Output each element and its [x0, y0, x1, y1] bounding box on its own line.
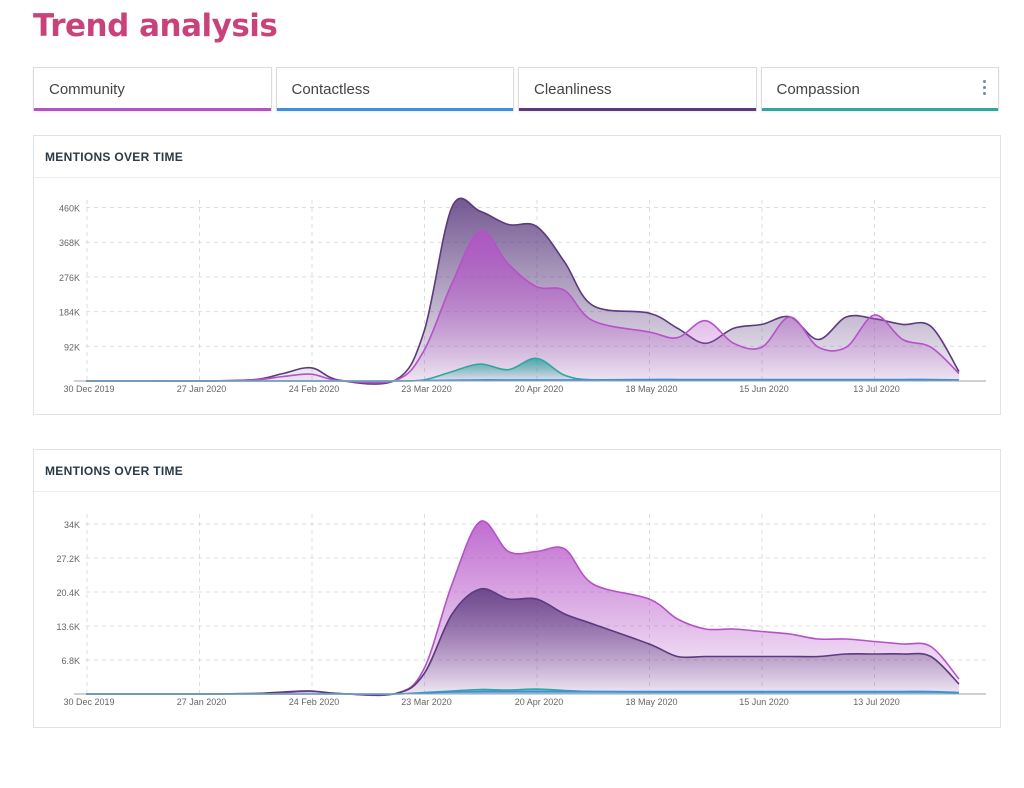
tab-color-bar — [761, 108, 998, 111]
x-tick-label: 20 Apr 2020 — [515, 384, 564, 394]
x-tick-label: 27 Jan 2020 — [177, 697, 227, 707]
y-tick-label: 92K — [64, 342, 80, 352]
mentions-chart-1: 92K 184K 276K 368K 460K 30 Dec 2019 27 Jan 202… — [59, 197, 986, 394]
series-area-cleanliness — [86, 588, 959, 696]
y-tick-label: 27.2K — [56, 554, 80, 564]
topic-tabs: Community Contactless Cleanliness Compas… — [33, 67, 999, 111]
series-area-community — [86, 230, 959, 383]
y-tick-label: 6.8K — [61, 656, 80, 666]
series-line-community — [86, 230, 960, 384]
y-tick-label: 368K — [59, 238, 80, 248]
y-tick-label: 20.4K — [56, 588, 80, 598]
tab-color-bar — [519, 108, 756, 111]
x-tick-label: 13 Jul 2020 — [853, 384, 900, 394]
chart-title: MENTIONS OVER TIME — [45, 149, 184, 164]
tab-color-bar — [34, 108, 271, 111]
x-tick-label: 30 Dec 2019 — [63, 384, 114, 394]
tab-label: Community — [49, 80, 125, 98]
tab-label: Contactless — [291, 80, 370, 98]
tab-label: Cleanliness — [534, 80, 612, 98]
mentions-chart-panel-1: MENTIONS OVER TIME 92K 184K 276K 368K 460K 30… — [33, 135, 1001, 415]
page-title: Trend analysis — [33, 8, 278, 44]
x-tick-label: 18 May 2020 — [625, 384, 677, 394]
x-tick-label: 27 Jan 2020 — [177, 384, 227, 394]
panel-header: MENTIONS OVER TIME — [34, 450, 1000, 492]
series-line-cleanliness — [86, 197, 960, 385]
y-tick-label: 276K — [59, 273, 80, 283]
y-tick-label: 34K — [64, 520, 80, 530]
tab-label: Compassion — [776, 80, 860, 98]
y-tick-label: 184K — [59, 308, 80, 318]
x-tick-label: 18 May 2020 — [625, 697, 677, 707]
chart-title: MENTIONS OVER TIME — [45, 463, 184, 478]
mentions-chart-panel-2: MENTIONS OVER TIME 6.8K 13.6K 20.4K 27.2K 34… — [33, 449, 1001, 728]
x-tick-label: 15 Jun 2020 — [739, 384, 789, 394]
mentions-chart-2: 6.8K 13.6K 20.4K 27.2K 34K 30 Dec 2019 27 Jan … — [56, 514, 986, 707]
kebab-menu-icon[interactable] — [983, 80, 986, 95]
x-tick-label: 15 Jun 2020 — [739, 697, 789, 707]
series-area-compassion — [86, 358, 959, 382]
y-tick-label: 13.6K — [56, 622, 80, 632]
tab-color-bar — [276, 108, 513, 111]
tab-cleanliness[interactable]: Cleanliness — [518, 67, 757, 111]
x-tick-label: 23 Mar 2020 — [401, 384, 452, 394]
x-tick-label: 20 Apr 2020 — [515, 697, 564, 707]
y-tick-label: 460K — [59, 204, 80, 214]
x-tick-label: 30 Dec 2019 — [63, 697, 114, 707]
tab-community[interactable]: Community — [33, 67, 272, 111]
x-tick-label: 24 Feb 2020 — [289, 697, 340, 707]
series-line-cleanliness — [85, 587, 960, 696]
tab-compassion[interactable]: Compassion — [760, 67, 999, 111]
panel-header: MENTIONS OVER TIME — [34, 136, 1000, 178]
x-tick-label: 13 Jul 2020 — [853, 697, 900, 707]
x-tick-label: 23 Mar 2020 — [401, 697, 452, 707]
tab-contactless[interactable]: Contactless — [275, 67, 514, 111]
x-tick-label: 24 Feb 2020 — [289, 384, 340, 394]
